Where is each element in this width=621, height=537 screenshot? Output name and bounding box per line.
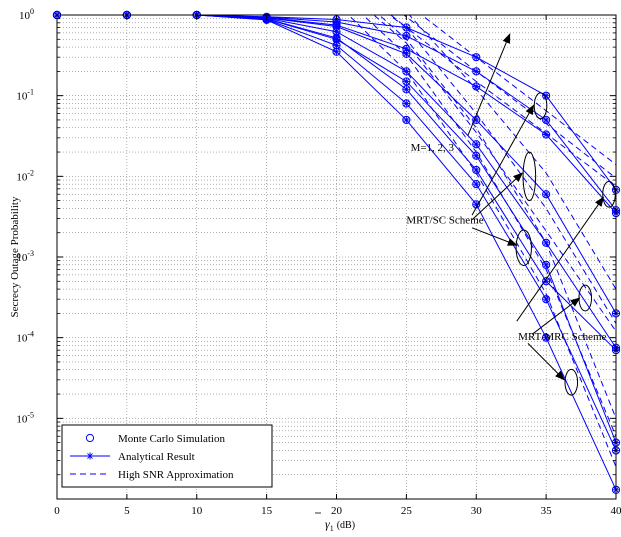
star-marker — [402, 32, 410, 40]
legend-label: Analytical Result — [118, 451, 195, 463]
star-marker — [332, 41, 341, 49]
legend-circle-marker — [85, 433, 95, 443]
star-marker — [542, 295, 550, 303]
x-tick-label: 30 — [471, 505, 483, 517]
annotations: M=1, 2, 3 MRT/SC Scheme MRT/MRC Scheme — [406, 142, 606, 343]
star-marker — [402, 85, 410, 93]
legend-item-dashed: High SNR Approximation — [70, 469, 234, 481]
star-marker — [86, 452, 94, 460]
star-marker — [402, 50, 410, 58]
x-tick-label: 5 — [124, 505, 130, 517]
star-marker — [402, 99, 410, 108]
star-marker — [542, 92, 550, 100]
star-marker — [542, 261, 550, 269]
annotation-arrow — [516, 196, 604, 322]
annotation-m: M=1, 2, 3 — [411, 142, 455, 154]
star-marker — [402, 77, 410, 86]
x-tick-label: 25 — [401, 505, 413, 517]
star-marker — [542, 277, 550, 285]
x-tick-label: 15 — [261, 505, 273, 517]
star-marker — [402, 45, 410, 53]
group-ellipses — [515, 92, 616, 396]
annotation-arrow — [531, 297, 581, 335]
approx-curve-3 — [388, 15, 616, 187]
y-tick-label: 10-5 — [16, 410, 34, 425]
x-axis-label-subscript: 1 — [330, 524, 334, 533]
approx-curve-6 — [373, 15, 616, 332]
star-marker — [402, 23, 410, 32]
annotation-arrow — [471, 172, 524, 221]
legend-label: Monte Carlo Simulation — [118, 433, 225, 445]
star-marker — [332, 28, 341, 36]
y-tick-label: 10-4 — [16, 330, 34, 345]
x-tick-label: 40 — [611, 505, 621, 517]
star-marker — [542, 130, 550, 139]
y-tick-label: 100 — [19, 7, 34, 22]
star-marker — [472, 152, 480, 160]
star-marker — [542, 116, 550, 124]
star-marker — [472, 140, 480, 148]
star-marker — [472, 67, 480, 75]
legend-item-circle: Monte Carlo Simulation — [85, 433, 225, 445]
star-marker — [332, 48, 341, 56]
star-marker — [472, 116, 480, 124]
legend-label: High SNR Approximation — [118, 469, 234, 481]
x-tick-label: 0 — [54, 505, 60, 517]
star-marker — [542, 239, 550, 247]
annotation-arrow — [471, 227, 518, 246]
star-marker — [402, 116, 410, 124]
annotation-mrc: MRT/MRC Scheme — [518, 331, 606, 343]
annotation-arrow — [467, 33, 511, 136]
group-ellipse — [533, 92, 548, 120]
x-tick-label: 20 — [331, 505, 343, 517]
star-marker — [332, 22, 341, 31]
x-axis-label: γ1 (dB) — [325, 517, 355, 533]
axis-ticks: 0 5 10 15 20 25 30 35 40 100 10-1 10-2 10-3 10-4 10-5 — [16, 7, 621, 517]
star-marker — [402, 67, 410, 75]
y-tick-label: 10-2 — [16, 168, 34, 183]
star-marker — [332, 35, 341, 43]
approx-curve-7 — [378, 15, 616, 419]
annotation-sc: MRT/SC Scheme — [406, 215, 483, 227]
y-axis-label: Secrecy Outage Probability — [9, 196, 21, 317]
x-tick-label: 35 — [541, 505, 553, 517]
star-marker — [472, 82, 480, 91]
star-marker — [472, 180, 480, 188]
x-axis-label-symbol: γ — [325, 517, 330, 531]
x-axis-label-unit: (dB) — [337, 520, 355, 531]
star-marker — [542, 190, 550, 198]
star-marker — [472, 166, 480, 174]
annotation-arrow — [527, 343, 565, 381]
group-ellipse — [564, 368, 579, 396]
group-ellipse — [515, 229, 532, 267]
annotation-arrows — [467, 33, 604, 381]
star-marker — [542, 334, 550, 342]
legend-item-star: Analytical Result — [70, 451, 195, 463]
annotation-arrow — [471, 104, 535, 216]
legend: Monte Carlo Simulation Analytical Result H… — [61, 424, 273, 488]
y-tick-label: 10-1 — [16, 88, 34, 103]
star-marker — [472, 200, 480, 208]
star-marker — [472, 53, 480, 61]
x-tick-label: 10 — [191, 505, 203, 517]
y-tick-label: 10-3 — [16, 249, 34, 264]
